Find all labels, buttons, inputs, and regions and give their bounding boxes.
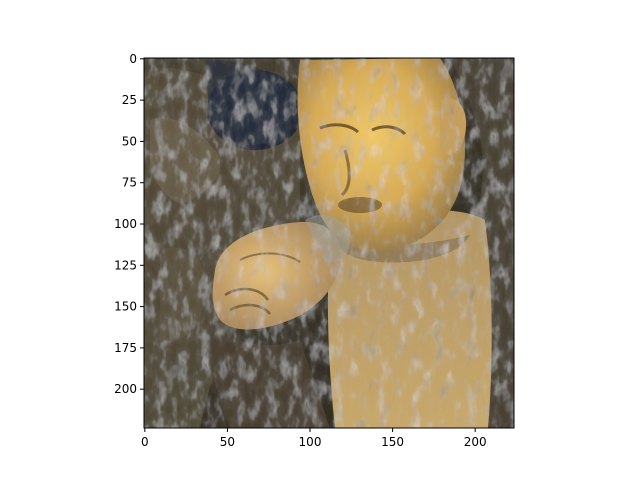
y-tick-label: 100 — [114, 217, 137, 231]
y-axis: 0 25 50 75 100 125 150 175 200 — [114, 52, 144, 396]
y-tick-label: 125 — [114, 258, 137, 272]
plot-image — [144, 58, 514, 428]
y-tick-label: 0 — [129, 52, 137, 66]
x-axis: 0 50 100 150 200 — [141, 428, 487, 449]
y-tick-label: 75 — [122, 176, 137, 190]
x-tick-label: 0 — [141, 435, 149, 449]
x-tick-label: 50 — [220, 435, 235, 449]
x-tick-label: 200 — [464, 435, 487, 449]
x-tick-label: 150 — [381, 435, 404, 449]
y-tick-label: 25 — [122, 93, 137, 107]
x-tick-label: 100 — [299, 435, 322, 449]
y-tick-label: 150 — [114, 300, 137, 314]
y-tick-label: 200 — [114, 382, 137, 396]
y-tick-label: 175 — [114, 341, 137, 355]
y-tick-label: 50 — [122, 134, 137, 148]
axes-frame — [143, 57, 515, 429]
